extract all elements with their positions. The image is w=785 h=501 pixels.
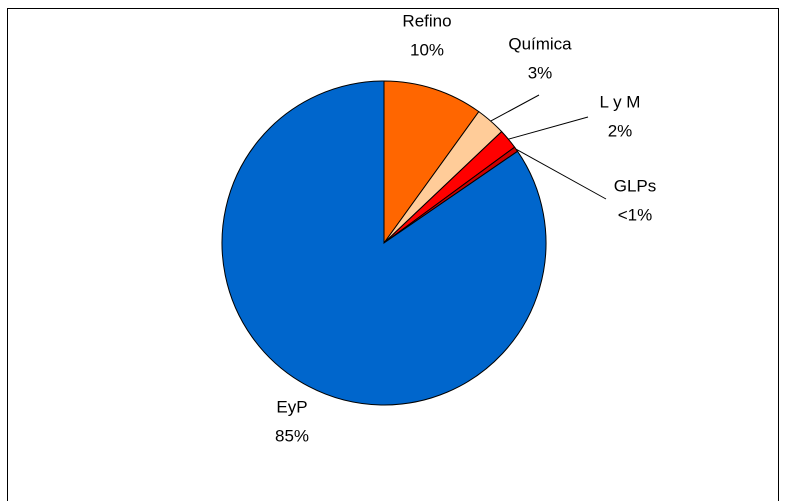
value-label: 3% (528, 63, 553, 82)
slice-label: Química (508, 34, 572, 53)
value-label: 10% (410, 40, 444, 59)
slice-label: L y M (600, 92, 641, 111)
slice-label: Refino (402, 11, 451, 30)
slice-label: GLPs (614, 176, 657, 195)
value-label: 85% (275, 426, 309, 445)
leader-line (515, 148, 607, 200)
value-label: 2% (608, 121, 633, 140)
slice-label: EyP (276, 397, 307, 416)
leader-line (508, 116, 589, 140)
value-label: <1% (618, 205, 653, 224)
pie-slice (221, 80, 547, 406)
leader-line (490, 94, 540, 122)
pie-slice (383, 80, 480, 245)
